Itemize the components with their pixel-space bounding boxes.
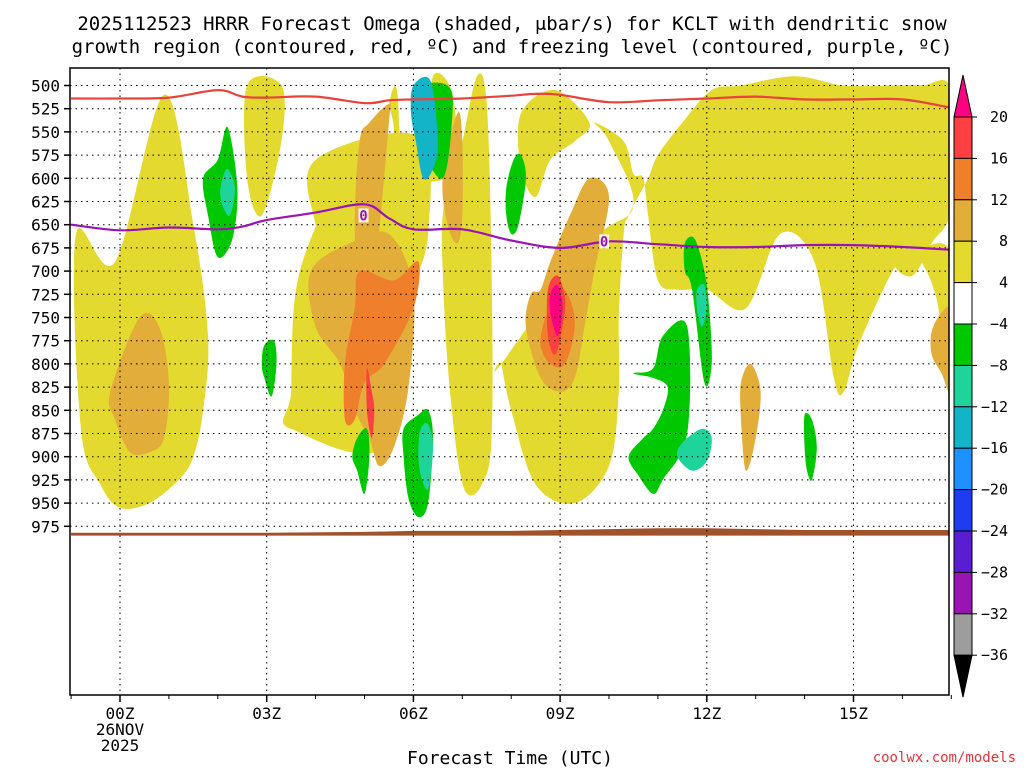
warm8-region-0 (108, 312, 170, 456)
y-tick-label: 925 (31, 471, 60, 490)
y-tick-label: 550 (31, 123, 60, 142)
warm4-region-5 (494, 76, 949, 504)
y-tick-label: 525 (31, 100, 60, 119)
colorbar-swatch (953, 571, 973, 615)
colorbar-label: −12 (981, 398, 1008, 416)
credit-text: coolwx.com/models (873, 750, 1016, 766)
warm8-region-6 (930, 306, 949, 393)
x-tick-label: 03Z (252, 704, 281, 723)
colorbar-label: 8 (999, 232, 1008, 250)
colorbar-swatch (953, 116, 973, 159)
y-tick-label: 700 (31, 262, 60, 281)
cold4-region-5 (505, 153, 526, 235)
colorbar-swatch (953, 530, 973, 573)
cold4-region-2 (352, 428, 370, 494)
cold8-region-1 (418, 422, 433, 491)
colorbar-label: −28 (981, 563, 1008, 581)
warm12-region-0 (343, 261, 420, 426)
colorbar-label: −36 (981, 646, 1008, 664)
gridlines (70, 68, 949, 695)
colorbar-label: −4 (990, 315, 1008, 333)
colorbar-swatch (953, 240, 973, 284)
y-tick-label: 725 (31, 285, 60, 304)
terrain-strip (71, 528, 949, 536)
colorbar-swatch (953, 323, 973, 366)
colorbar-label: −32 (981, 605, 1008, 623)
colorbar-label: −16 (981, 439, 1008, 457)
contour-label-bg (599, 234, 610, 249)
cold8-region-0 (220, 168, 235, 217)
colorbar-swatch (953, 489, 973, 532)
y-tick-label: 800 (31, 355, 60, 374)
y-tick-label: 950 (31, 494, 60, 513)
colorbar-label: −20 (981, 481, 1008, 499)
colorbar-swatch (953, 447, 973, 491)
warm8-region-5 (740, 363, 761, 471)
x-tick-label: 09Z (546, 704, 575, 723)
y-tick-label: 975 (31, 517, 60, 536)
cold12-region-0 (410, 76, 438, 180)
warm4-region-1 (243, 76, 285, 217)
y-tick-label: 575 (31, 146, 60, 165)
cold8-region-3 (696, 283, 707, 327)
colorbar-swatch (953, 406, 973, 449)
colorbar-label: −8 (990, 356, 1008, 374)
cold4-region-8 (803, 412, 817, 481)
x-tick-label: 12Z (692, 704, 721, 723)
cold4-region-1 (261, 339, 277, 397)
warm4-region-6 (517, 89, 590, 198)
colorbar-label: 12 (990, 191, 1008, 209)
colorbar: 20 16 12 8 4 −4 −8 −12 −16 −20 −24 −28 −32 −36 (953, 74, 1008, 698)
colorbar-swatch (953, 282, 973, 325)
y-tick-label: 625 (31, 193, 60, 212)
colorbar-label: −24 (981, 522, 1008, 540)
contour-lines: 00 (70, 88, 949, 251)
y-tick-label: 650 (31, 216, 60, 235)
x-tick-label: 00Z (106, 704, 135, 723)
x-tick-label: 06Z (399, 704, 428, 723)
freezing-level-label: 0 (600, 234, 608, 250)
y-tick-label: 875 (31, 425, 60, 444)
y-tick-label: 775 (31, 332, 60, 351)
y-tick-label: 500 (31, 77, 60, 96)
cold8-region-2 (676, 428, 712, 471)
y-tick-label: 850 (31, 401, 60, 420)
y-tick-label: 750 (31, 309, 60, 328)
omega-shaded-fill (71, 72, 949, 536)
colorbar-swatch (953, 364, 973, 408)
colorbar-swatch (953, 199, 973, 242)
x-tick-label: 15Z (839, 704, 868, 723)
warm8-region-3 (442, 112, 463, 244)
freezing-level-contour (70, 203, 949, 251)
y-axis: 500 525 550 575 600 625 650 675 700 725 750 775 800 8… (31, 77, 70, 536)
chart-title-line-2: growth region (contoured, red, ºC) and f… (72, 36, 953, 58)
x-tick-label: 26NOV (96, 720, 145, 739)
colorbar-swatch (953, 613, 973, 656)
colorbar-arrow-top (953, 74, 973, 118)
colorbar-swatch (953, 157, 973, 201)
y-tick-label: 600 (31, 169, 60, 188)
y-tick-label: 675 (31, 239, 60, 258)
plot-frame (69, 67, 950, 696)
y-tick-label: 900 (31, 448, 60, 467)
cold4-region-6 (628, 320, 691, 494)
colorbar-arrow-bottom (953, 654, 973, 698)
warm4-region-0 (73, 94, 209, 509)
cold4-region-0 (202, 126, 238, 258)
colorbar-label: 16 (990, 149, 1008, 167)
chart-title-line-1: 2025112523 HRRR Forecast Omega (shaded, … (77, 13, 947, 35)
x-tick-label: 2025 (101, 736, 140, 755)
y-tick-label: 825 (31, 378, 60, 397)
warm16-region-0 (366, 368, 375, 439)
colorbar-label: 20 (990, 108, 1008, 126)
contour-label-bg (358, 208, 369, 223)
x-axis-label: Forecast Time (UTC) (407, 748, 613, 768)
warm20-region-0 (549, 284, 563, 337)
freezing-level-label: 0 (359, 208, 367, 224)
dendritic-growth-contour (71, 88, 949, 109)
colorbar-label: 4 (999, 274, 1008, 292)
